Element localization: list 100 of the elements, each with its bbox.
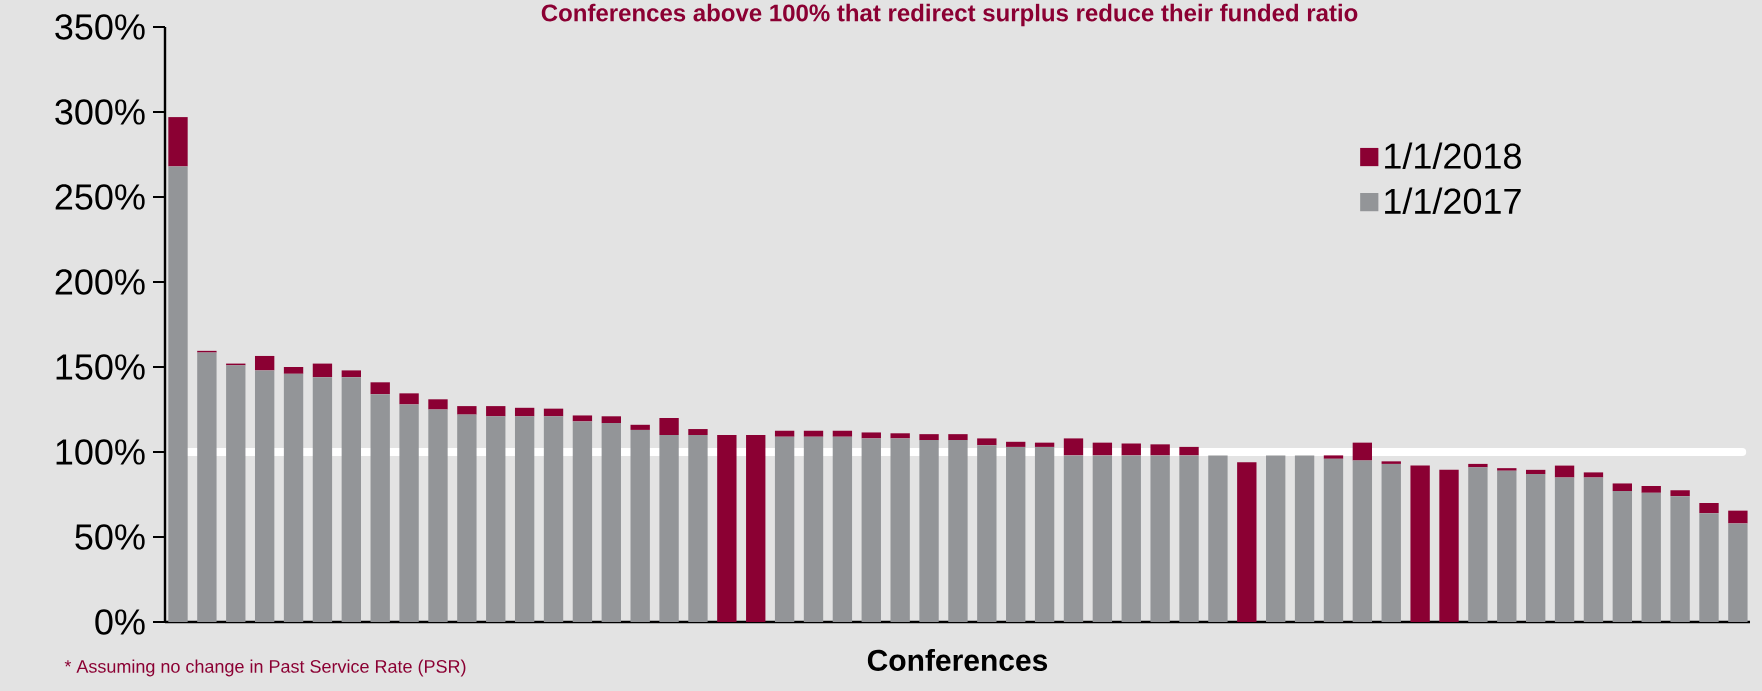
- bar: [1006, 441, 1026, 447]
- bar: [197, 352, 217, 622]
- bar: [1034, 442, 1055, 447]
- bar: [1583, 472, 1604, 478]
- bar: [688, 429, 708, 435]
- bar: [1208, 455, 1228, 622]
- bar: [370, 382, 390, 395]
- bar: [312, 377, 333, 622]
- bar: [601, 423, 621, 622]
- bar: [1352, 442, 1373, 461]
- bar: [1554, 477, 1575, 622]
- bar: [1699, 503, 1719, 514]
- bar: [168, 117, 188, 167]
- bar: [948, 440, 968, 622]
- bar: [1352, 460, 1373, 622]
- bar: [399, 393, 419, 405]
- bar: [1179, 446, 1199, 456]
- bar: [1121, 455, 1141, 622]
- bar: [861, 432, 881, 439]
- y-tick-label: 350%: [55, 14, 145, 40]
- bar: [1641, 492, 1661, 622]
- bar: [977, 445, 997, 622]
- bar: [572, 415, 593, 422]
- bar: [486, 406, 506, 417]
- y-tick-label: 0%: [95, 609, 145, 635]
- bar: [832, 436, 853, 622]
- bar: [1063, 455, 1084, 622]
- bar: [428, 409, 448, 622]
- bar: [399, 404, 419, 622]
- bar: [1439, 469, 1459, 622]
- bar: [774, 436, 795, 622]
- bar: [1150, 444, 1170, 456]
- bar: [370, 394, 390, 622]
- bar: [890, 433, 910, 439]
- bar: [1641, 486, 1661, 493]
- bar: [717, 435, 737, 622]
- bar: [659, 418, 679, 435]
- bar: [1612, 491, 1633, 622]
- bar: [283, 373, 304, 622]
- bar: [1092, 455, 1113, 622]
- bar: [572, 421, 593, 622]
- bar: [1121, 443, 1141, 456]
- bar: [659, 435, 679, 622]
- bar: [428, 399, 448, 410]
- y-tick-label: 300%: [55, 99, 145, 125]
- text: * Assuming no change in Past Service Rate (PSR): [64, 659, 466, 677]
- bar: [457, 406, 477, 415]
- bar: [1583, 477, 1604, 622]
- bar: [977, 438, 997, 446]
- bar: [1554, 465, 1575, 478]
- bar: [514, 407, 535, 417]
- bar: [1266, 455, 1286, 622]
- bar: [1612, 483, 1633, 492]
- bar: [1526, 469, 1546, 475]
- bar: [1468, 467, 1488, 622]
- bar: [543, 416, 564, 622]
- bar: [254, 355, 275, 371]
- bar: [341, 377, 361, 622]
- bar: [1237, 462, 1257, 622]
- bar: [514, 416, 535, 622]
- bar: [688, 435, 708, 622]
- bar: [1063, 438, 1084, 456]
- bar: [1294, 455, 1315, 622]
- bar: [226, 365, 246, 622]
- bar: [948, 434, 968, 441]
- bar: [1670, 496, 1690, 622]
- legend-label: 1/1/2018: [1385, 142, 1521, 169]
- bar: [1381, 463, 1401, 622]
- legend-label: 1/1/2017: [1385, 187, 1521, 215]
- y-tick-label: 200%: [55, 269, 145, 295]
- bar: [803, 436, 824, 622]
- bar: [630, 424, 650, 430]
- bar: [1381, 461, 1401, 464]
- bar: [457, 414, 477, 622]
- bar: [601, 416, 621, 424]
- bar: [1497, 468, 1517, 471]
- bar: [861, 438, 881, 622]
- bar: [630, 429, 650, 622]
- bar: [919, 434, 939, 441]
- bar: [283, 367, 304, 374]
- bar: [1034, 446, 1055, 622]
- bar: [1006, 446, 1026, 622]
- bar: [890, 438, 910, 622]
- bar: [486, 416, 506, 622]
- bar: [1699, 513, 1719, 622]
- bar: [341, 370, 361, 378]
- y-tick-label: 250%: [55, 184, 145, 210]
- bar: [1728, 510, 1748, 524]
- bar: [774, 430, 795, 437]
- x-axis-title: Conferences: [867, 648, 1048, 672]
- bar: [312, 363, 333, 378]
- bar: [1670, 490, 1690, 497]
- bar: [168, 166, 188, 622]
- bar: [1497, 470, 1517, 622]
- bar: [254, 370, 275, 622]
- bar: [1323, 458, 1344, 622]
- y-tick-label: 50%: [75, 524, 145, 550]
- bar: [1092, 442, 1113, 456]
- chart-title: Conferences above 100% that redirect surplus reduce their funded ratio: [541, 3, 1358, 27]
- bar: [919, 440, 939, 622]
